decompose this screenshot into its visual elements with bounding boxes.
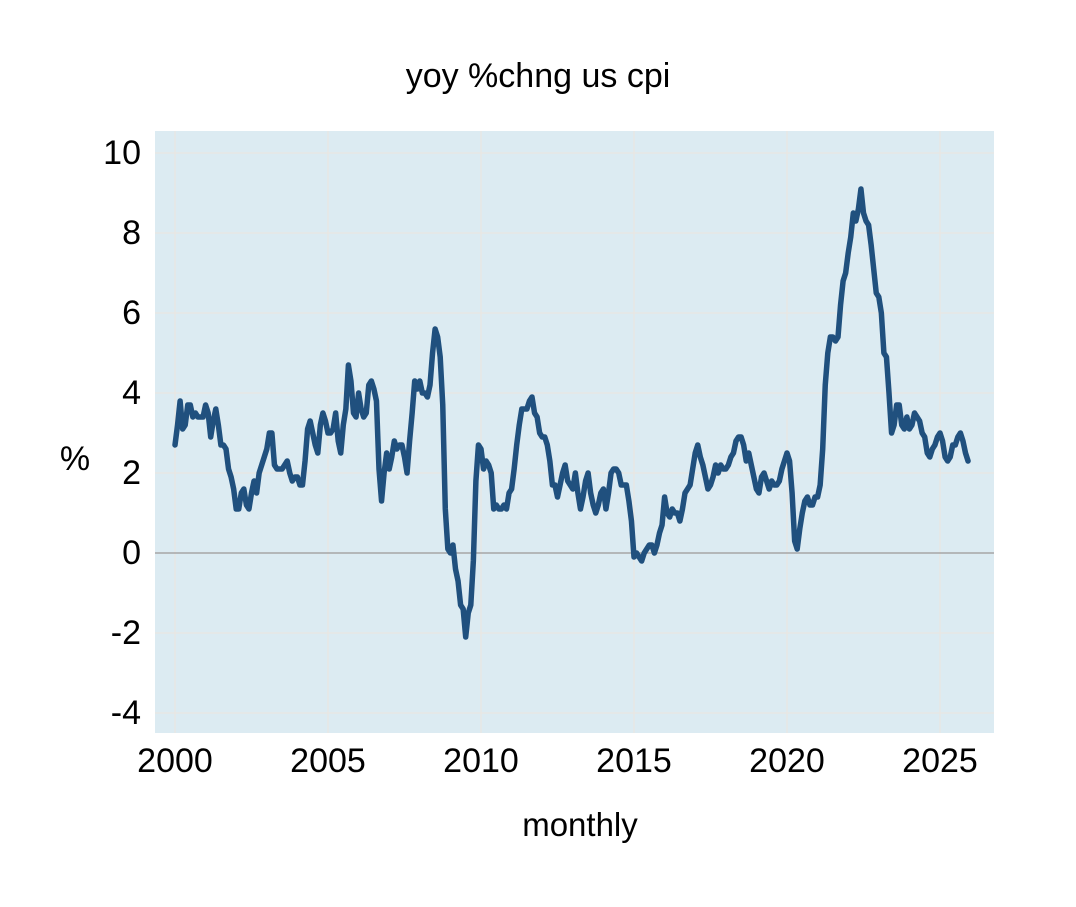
y-tick-label: -2	[110, 614, 141, 652]
y-tick-label: 2	[122, 454, 141, 492]
x-tick-label: 2010	[443, 742, 519, 780]
y-axis-label: %	[59, 440, 91, 478]
chart-title: yoy %chng us cpi	[405, 57, 671, 95]
plot-area	[155, 131, 994, 733]
x-tick-label: 2000	[137, 742, 213, 780]
y-tick-label: -4	[110, 694, 141, 732]
y-tick-label: 10	[103, 134, 141, 172]
x-tick-label: 2020	[749, 742, 825, 780]
x-tick-label: 2025	[902, 742, 978, 780]
x-tick-label: 2015	[596, 742, 672, 780]
line-chart-canvas	[155, 131, 994, 733]
cpi-line-series	[172, 186, 971, 640]
y-tick-label: 8	[122, 214, 141, 252]
y-tick-label: 0	[122, 534, 141, 572]
y-tick-label: 4	[122, 374, 141, 412]
x-axis-label: monthly	[522, 806, 638, 843]
x-tick-label: 2005	[290, 742, 366, 780]
y-tick-label: 6	[122, 294, 141, 332]
